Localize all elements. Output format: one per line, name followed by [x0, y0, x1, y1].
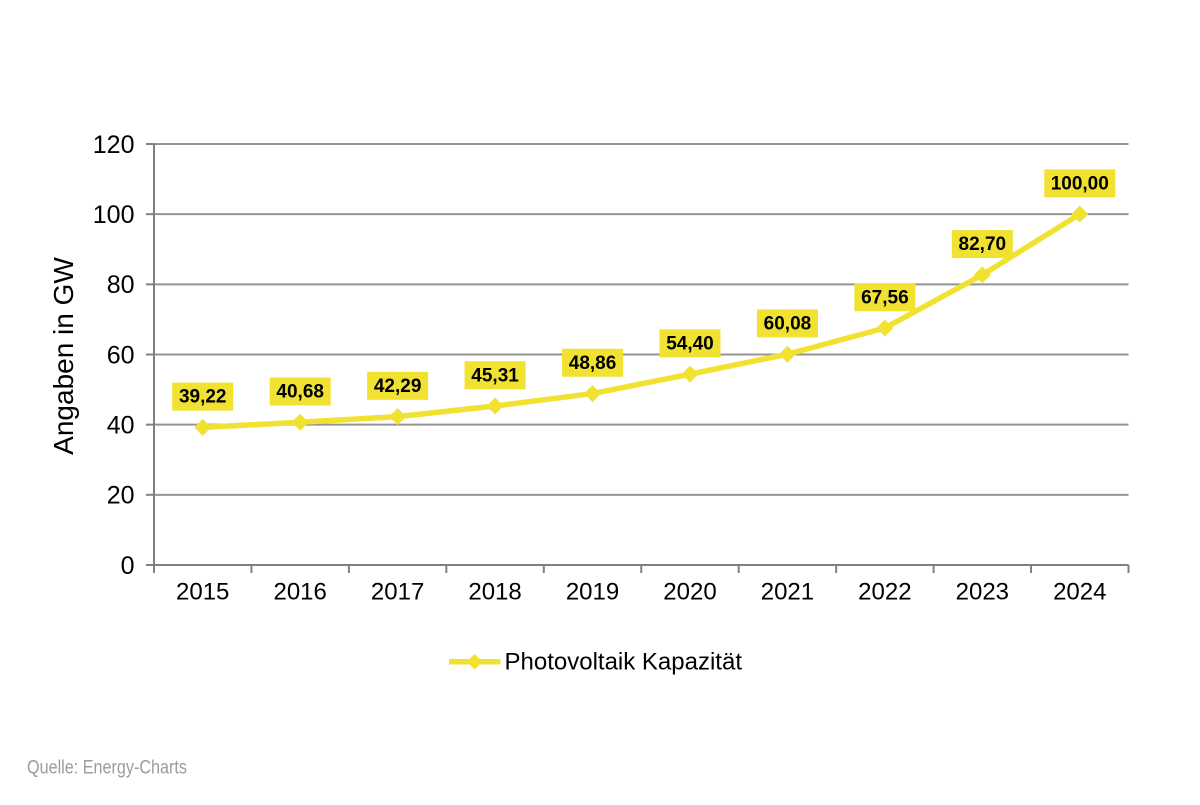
svg-text:60,08: 60,08	[764, 314, 812, 335]
svg-text:80: 80	[107, 271, 135, 299]
svg-text:2021: 2021	[761, 579, 814, 606]
svg-text:2018: 2018	[468, 579, 521, 606]
svg-text:2017: 2017	[371, 579, 424, 606]
svg-text:2015: 2015	[176, 579, 229, 606]
svg-text:Angaben in GW: Angaben in GW	[48, 257, 79, 455]
svg-text:40: 40	[107, 411, 135, 439]
svg-text:100: 100	[93, 201, 135, 229]
svg-text:40,68: 40,68	[276, 382, 324, 403]
svg-text:2016: 2016	[273, 579, 326, 606]
svg-text:20: 20	[107, 482, 135, 510]
svg-text:100,00: 100,00	[1051, 173, 1109, 194]
svg-text:2022: 2022	[858, 579, 911, 606]
svg-text:45,31: 45,31	[471, 365, 519, 386]
svg-text:60: 60	[107, 341, 135, 369]
svg-text:2024: 2024	[1053, 579, 1106, 606]
svg-text:39,22: 39,22	[179, 387, 227, 408]
svg-text:82,70: 82,70	[959, 234, 1007, 255]
svg-text:67,56: 67,56	[861, 287, 909, 308]
svg-text:2023: 2023	[956, 579, 1009, 606]
svg-text:42,29: 42,29	[374, 376, 422, 397]
svg-text:Photovoltaik Kapazität: Photovoltaik Kapazität	[505, 649, 743, 676]
svg-text:48,86: 48,86	[569, 353, 617, 374]
svg-text:2020: 2020	[663, 579, 716, 606]
svg-text:54,40: 54,40	[666, 333, 714, 354]
svg-text:0: 0	[121, 552, 135, 580]
svg-text:120: 120	[93, 131, 135, 159]
svg-text:2019: 2019	[566, 579, 619, 606]
svg-text:Quelle: Energy-Charts: Quelle: Energy-Charts	[27, 758, 187, 779]
